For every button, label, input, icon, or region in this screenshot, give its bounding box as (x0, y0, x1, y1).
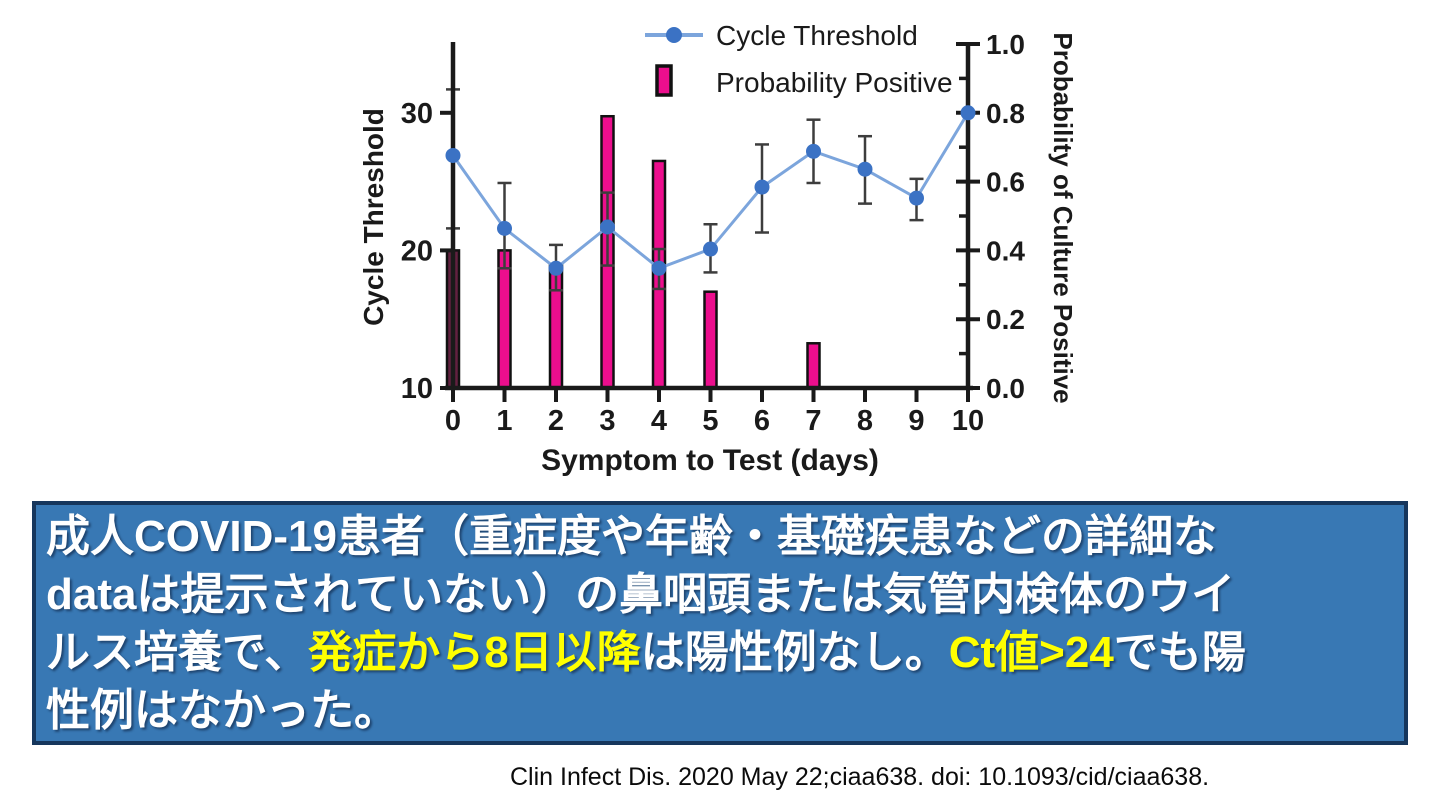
caption-text: dataは提示されていない）の鼻咽頭または気管内検体のウイ (46, 570, 1236, 619)
caption-text: 性例はなかった。 (46, 686, 398, 735)
bars (445, 114, 821, 390)
ct-point-day-8 (857, 161, 873, 177)
ct-point-day-10 (960, 105, 976, 121)
chart: 10 20 30 0.0 0.2 0.4 0.6 0.8 1.0 0 1 2 3 4 5 6 7 8 9 10 Cycl… (358, 20, 1078, 477)
right-tick-label: 0.0 (986, 373, 1025, 404)
summary-box: 成人COVID-19患者（重症度や年齢・基礎疾患などの詳細な dataは提示されて… (32, 501, 1408, 745)
x-tick-label: 1 (496, 405, 512, 437)
right-tick-label: 0.2 (986, 304, 1025, 335)
caption-text: 成人COVID-19患者（重症度や年齢・基礎疾患などの詳細な (46, 512, 1217, 561)
caption-line: ルス培養で、発症から8日以降は陽性例なし。Ct値>24でも陽 (46, 624, 1394, 682)
x-tick-label: 8 (857, 405, 873, 437)
caption-line: 性例はなかった。 (46, 682, 1394, 740)
x-tick-label: 5 (702, 405, 718, 437)
ct-point-day-5 (703, 241, 718, 257)
bar-day-7 (806, 342, 821, 390)
left-tick-label: 10 (401, 373, 433, 405)
ct-point-day-7 (806, 143, 821, 159)
x-tick-label: 9 (908, 405, 924, 437)
citation: Clin Infect Dis. 2020 May 22;ciaa638. do… (510, 763, 1210, 791)
ct-points (445, 105, 976, 276)
legend-label-line: Cycle Threshold (716, 20, 918, 51)
right-tick-label: 0.4 (986, 235, 1025, 266)
ct-point-day-0 (445, 147, 461, 163)
legend-bar-swatch (655, 64, 673, 97)
x-tick-label: 3 (599, 405, 615, 437)
caption-line: 成人COVID-19患者（重症度や年齢・基礎疾患などの詳細な (46, 508, 1394, 566)
ct-point-day-6 (754, 179, 770, 195)
ct-point-day-9 (909, 190, 924, 206)
ct-point-day-3 (600, 219, 615, 235)
x-tick-label: 6 (754, 405, 770, 437)
x-tick-label: 7 (805, 405, 821, 437)
x-tick-label: 0 (445, 405, 461, 437)
caption-text: ルス培養で、 (46, 628, 309, 677)
legend-marker-icon (666, 27, 682, 43)
x-tick-label: 4 (651, 405, 667, 437)
bar-day-5 (703, 290, 718, 390)
legend-label-bar: Probability Positive (716, 67, 953, 98)
caption-highlight: Ct値>24 (948, 628, 1114, 677)
right-axis-label: Probability of Culture Positive (1048, 32, 1078, 403)
left-tick-label: 20 (401, 235, 433, 267)
left-tick-label: 30 (401, 98, 433, 130)
x-axis-label: Symptom to Test (days) (541, 444, 879, 477)
caption-text: は陽性例なし。 (640, 628, 949, 677)
caption-highlight: 発症から8日以降 (308, 628, 641, 677)
right-tick-label: 0.8 (986, 98, 1025, 129)
legend: Cycle Threshold Probability Positive (645, 20, 953, 98)
ct-point-day-4 (651, 260, 667, 276)
caption-text: でも陽 (1113, 628, 1246, 677)
right-tick-label: 0.6 (986, 167, 1025, 198)
right-tick-label: 1.0 (986, 29, 1025, 60)
x-tick-label: 2 (548, 405, 564, 437)
ct-point-day-2 (548, 260, 564, 276)
left-axis-label: Cycle Threshold (358, 108, 389, 326)
ct-point-day-1 (497, 220, 512, 236)
bar-day-1 (497, 249, 512, 390)
x-tick-label: 10 (952, 405, 984, 437)
caption-line: dataは提示されていない）の鼻咽頭または気管内検体のウイ (46, 566, 1394, 624)
